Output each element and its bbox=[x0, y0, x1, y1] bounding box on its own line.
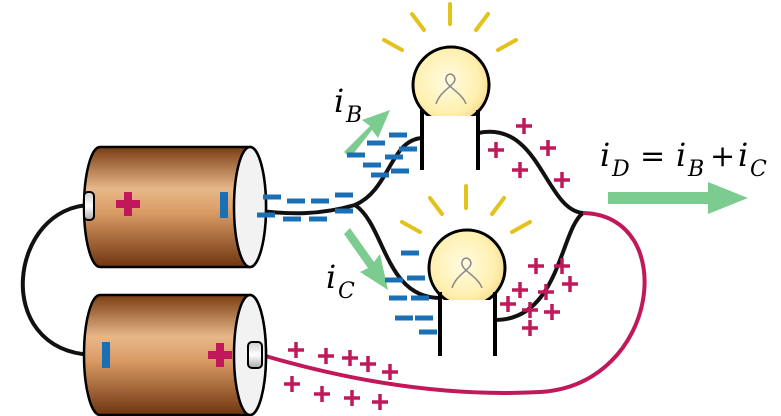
eq-plus: + bbox=[710, 139, 735, 174]
eq-t2-sub: C bbox=[750, 157, 767, 182]
negative-charge bbox=[385, 154, 403, 160]
negative-charge bbox=[371, 172, 389, 178]
label-iB: i B bbox=[334, 82, 362, 128]
positive-charge bbox=[522, 320, 538, 336]
negative-charge bbox=[335, 208, 353, 214]
label-iC-main: i bbox=[326, 258, 336, 296]
eq-t1-main: i bbox=[676, 136, 686, 174]
negative-charge bbox=[283, 216, 301, 222]
positive-charges bbox=[284, 118, 578, 410]
positive-charge bbox=[538, 284, 554, 300]
label-iB-sub: B bbox=[345, 103, 362, 128]
positive-charge bbox=[360, 356, 376, 372]
negative-charge bbox=[389, 132, 407, 138]
negative-charge bbox=[407, 275, 425, 281]
eq-equals: = bbox=[640, 139, 665, 174]
negative-charge bbox=[367, 140, 385, 146]
battery-bottom bbox=[82, 293, 268, 416]
battery-bottom-minus-icon bbox=[102, 342, 110, 368]
positive-charge bbox=[488, 142, 504, 158]
positive-charge bbox=[500, 296, 516, 312]
negative-charge bbox=[311, 198, 329, 204]
arrow-iD bbox=[608, 182, 748, 214]
label-iC: i C bbox=[326, 258, 355, 304]
positive-charge bbox=[528, 258, 544, 274]
negative-wire-top-branch bbox=[354, 135, 424, 207]
positive-charge bbox=[382, 364, 398, 380]
label-iC-sub: C bbox=[338, 279, 355, 304]
negative-charge bbox=[391, 168, 409, 174]
negative-charge bbox=[385, 277, 403, 283]
positive-charge bbox=[540, 140, 556, 156]
negative-charge bbox=[257, 212, 275, 218]
positive-charge bbox=[318, 348, 334, 364]
positive-charge bbox=[342, 350, 358, 366]
bulb-top bbox=[382, 2, 518, 170]
battery-top bbox=[82, 145, 268, 269]
negative-charge bbox=[415, 315, 433, 321]
positive-charge bbox=[512, 282, 528, 298]
bulb-bottom bbox=[400, 184, 532, 356]
bulb-bottom-rays bbox=[400, 184, 532, 234]
negative-charges bbox=[257, 132, 437, 335]
negative-charge bbox=[363, 162, 381, 168]
eq-t1-sub: B bbox=[687, 157, 704, 182]
positive-charge bbox=[344, 390, 360, 406]
positive-charge bbox=[516, 118, 532, 134]
positive-charge bbox=[372, 394, 388, 410]
arrow-iB bbox=[344, 110, 390, 158]
negative-charge bbox=[389, 295, 407, 301]
positive-charge bbox=[314, 386, 330, 402]
bottom-bulb-return-wire bbox=[493, 211, 585, 355]
eq-lhs-sub: D bbox=[611, 157, 630, 182]
positive-charge bbox=[554, 258, 570, 274]
eq-t2-main: i bbox=[738, 136, 748, 174]
negative-charge bbox=[309, 216, 327, 222]
battery-top-minus-icon bbox=[220, 192, 228, 218]
negative-charge bbox=[347, 152, 365, 158]
connecting-wire bbox=[20, 203, 93, 357]
battery-bottom-plus-icon bbox=[208, 343, 232, 367]
positive-charge bbox=[284, 376, 300, 392]
positive-charge bbox=[544, 304, 560, 320]
negative-wire-bottom-branch bbox=[353, 203, 442, 355]
negative-charge bbox=[401, 250, 419, 256]
negative-charge bbox=[335, 192, 353, 198]
positive-charge bbox=[288, 342, 304, 358]
negative-charge bbox=[419, 329, 437, 335]
positive-charge bbox=[512, 162, 528, 178]
negative-charge bbox=[263, 194, 281, 200]
eq-lhs-main: i bbox=[600, 136, 610, 174]
battery-top-plus-icon bbox=[116, 192, 140, 216]
arrow-iC bbox=[344, 228, 388, 290]
equation-label: i D = i B + i C bbox=[600, 136, 767, 182]
top-bulb-return-wire bbox=[476, 129, 584, 215]
negative-charge bbox=[395, 315, 413, 321]
negative-charge bbox=[411, 295, 429, 301]
negative-charge bbox=[287, 198, 305, 204]
positive-wire bbox=[261, 211, 647, 395]
positive-charge bbox=[562, 276, 578, 292]
label-iB-main: i bbox=[334, 82, 344, 120]
positive-charge bbox=[522, 302, 538, 318]
bulb-top-rays bbox=[382, 2, 518, 52]
negative-charge bbox=[399, 146, 417, 152]
positive-charge bbox=[554, 172, 570, 188]
